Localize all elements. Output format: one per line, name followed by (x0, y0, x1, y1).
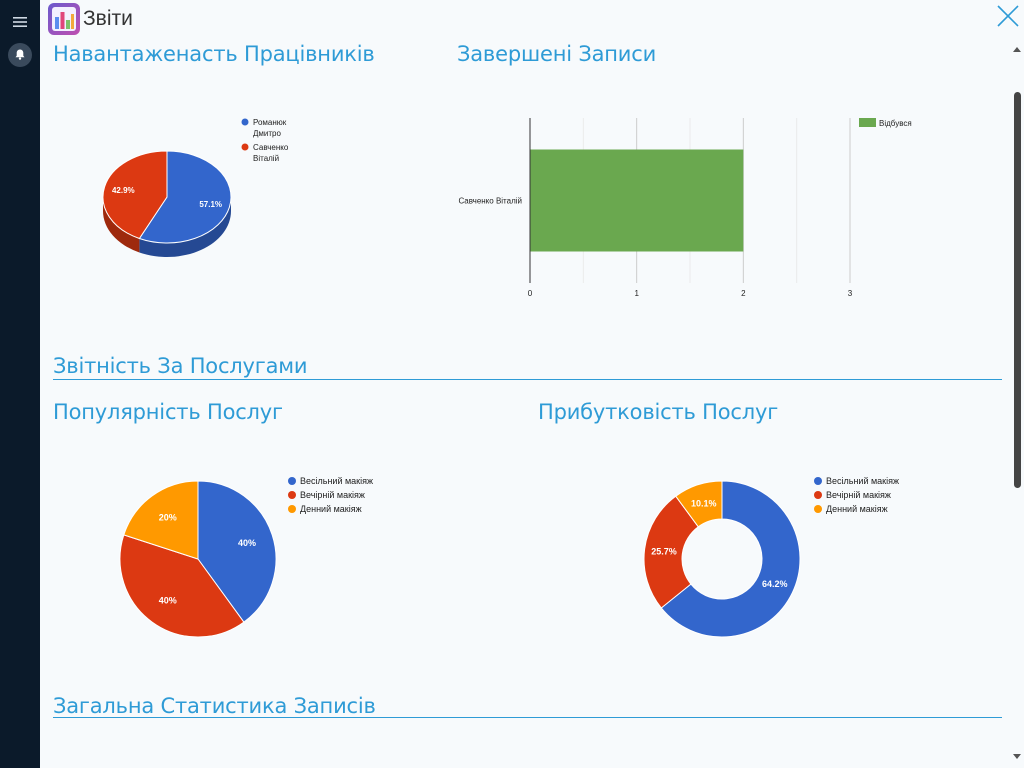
completed-tick-label: 0 (528, 289, 533, 298)
notifications-button[interactable] (6, 41, 34, 69)
workload-slice (138, 150, 232, 244)
popularity-legend-marker (288, 477, 296, 485)
profitability-slice-label: 10.1% (691, 498, 717, 508)
menu-button[interactable] (6, 8, 34, 36)
completed-legend-label: Відбувся (879, 119, 912, 128)
popularity-legend-label: Весільний макіяж (300, 476, 373, 486)
popularity-slice-label: 20% (159, 512, 177, 522)
general-section-divider (53, 717, 1002, 718)
workload-legend-marker (241, 118, 249, 126)
popularity-heading: Популярність Послуг (53, 400, 283, 424)
workload-legend-marker (241, 143, 249, 151)
workload-pie-chart: 57.1% 42.9% Романюк Дмитро Савченко Віталій (102, 118, 289, 257)
workload-legend-label: Дмитро (253, 129, 282, 138)
popularity-legend-label: Вечірній макіяж (300, 490, 365, 500)
popularity-slice (197, 480, 277, 623)
popularity-legend-marker (288, 491, 296, 499)
services-section-divider (53, 379, 1002, 380)
completed-tick-label: 2 (741, 289, 746, 298)
profitability-slice-label: 25.7% (651, 546, 677, 556)
profitability-legend-marker (814, 491, 822, 499)
profitability-legend-marker (814, 477, 822, 485)
profitability-legend-label: Вечірній макіяж (826, 490, 891, 500)
scroll-down-arrow-icon[interactable] (1012, 752, 1022, 762)
workload-legend-label: Романюк (253, 118, 287, 127)
main-content: Звіти Навантаженасть Працівників Заверше… (40, 0, 1024, 768)
profitability-legend-label: Денний макіяж (826, 504, 888, 514)
workload-legend-label: Савченко (253, 143, 289, 152)
profitability-heading: Прибутковість Послуг (538, 400, 779, 424)
workload-slice (102, 150, 168, 240)
profitability-slice (675, 480, 723, 528)
popularity-legend-marker (288, 505, 296, 513)
general-section-title: Загальна Статистика Записів (53, 694, 376, 718)
popularity-slice (119, 534, 245, 638)
popularity-pie-chart: 40% 40% 20% Весільний макіяж Вечірній макіяж… (119, 476, 373, 638)
menu-icon (13, 17, 27, 27)
reports-chart-icon (48, 3, 80, 35)
workload-slice-label: 57.1% (199, 200, 222, 209)
profitability-slice (643, 495, 699, 609)
bell-icon (8, 43, 32, 67)
workload-slice-side (139, 197, 231, 257)
profitability-slice (660, 480, 801, 638)
profitability-slice-label: 64.2% (762, 579, 788, 589)
completed-category-label: Савченко Віталій (458, 197, 522, 206)
close-icon (997, 5, 1019, 27)
completed-heading: Завершені Записи (457, 42, 657, 66)
services-section-title: Звітність За Послугами (53, 354, 308, 378)
profitability-legend-marker (814, 505, 822, 513)
workload-slice-side (103, 197, 140, 253)
popularity-slice-label: 40% (238, 538, 256, 548)
workload-legend-label: Віталій (253, 154, 279, 163)
completed-legend-marker (859, 118, 876, 127)
vertical-scrollbar[interactable] (1012, 40, 1022, 768)
profitability-legend-label: Весільний макіяж (826, 476, 899, 486)
completed-tick-label: 1 (634, 289, 639, 298)
popularity-slice (123, 480, 199, 560)
profitability-donut-chart: 64.2% 25.7% 10.1% Весільний макіяж Вечірній … (643, 476, 899, 638)
app-title: Звіти (83, 7, 133, 30)
popularity-slice-label: 40% (159, 596, 177, 606)
completed-tick-label: 3 (848, 289, 853, 298)
completed-bar-chart: Савченко Віталій 0 1 2 3 Відбувся (458, 118, 912, 298)
sidebar (0, 0, 40, 768)
close-button[interactable] (996, 4, 1020, 28)
workload-slice-label: 42.9% (112, 186, 135, 195)
popularity-legend-label: Денний макіяж (300, 504, 362, 514)
scroll-up-arrow-icon[interactable] (1012, 44, 1022, 54)
workload-heading: Навантаженасть Працівників (53, 42, 375, 66)
completed-bar (530, 149, 744, 252)
scrollbar-thumb[interactable] (1014, 92, 1021, 488)
